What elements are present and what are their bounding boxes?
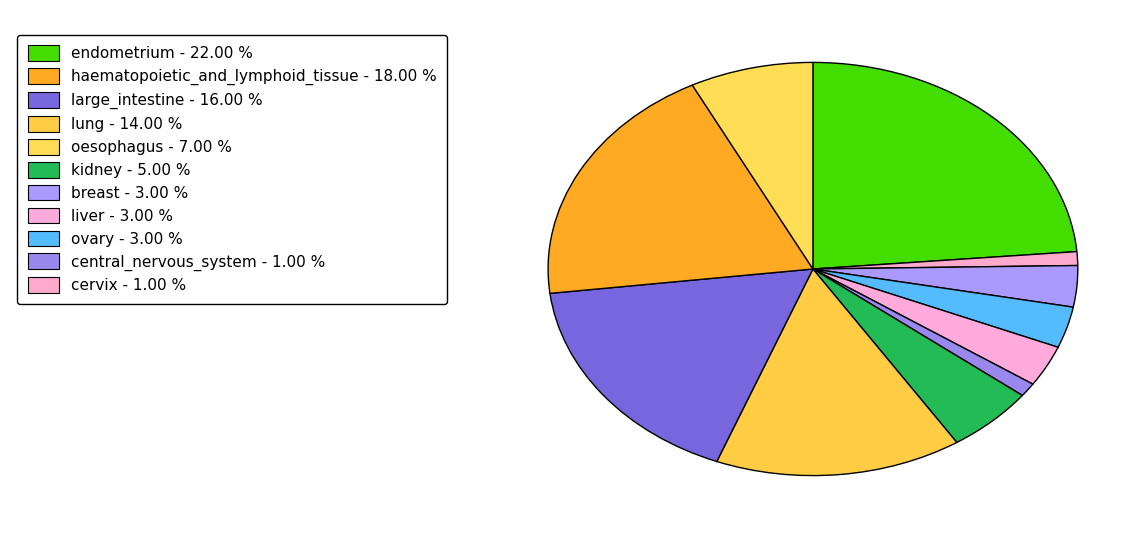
Wedge shape — [717, 269, 957, 476]
Wedge shape — [813, 266, 1077, 307]
Wedge shape — [813, 269, 1073, 347]
Wedge shape — [548, 85, 813, 293]
Wedge shape — [813, 269, 1058, 384]
Wedge shape — [550, 269, 813, 462]
Legend: endometrium - 22.00 %, haematopoietic_and_lymphoid_tissue - 18.00 %, large_intes: endometrium - 22.00 %, haematopoietic_an… — [17, 34, 448, 304]
Wedge shape — [813, 269, 1033, 395]
Wedge shape — [813, 252, 1077, 269]
Wedge shape — [693, 62, 813, 269]
Wedge shape — [813, 62, 1076, 269]
Wedge shape — [813, 269, 1022, 442]
